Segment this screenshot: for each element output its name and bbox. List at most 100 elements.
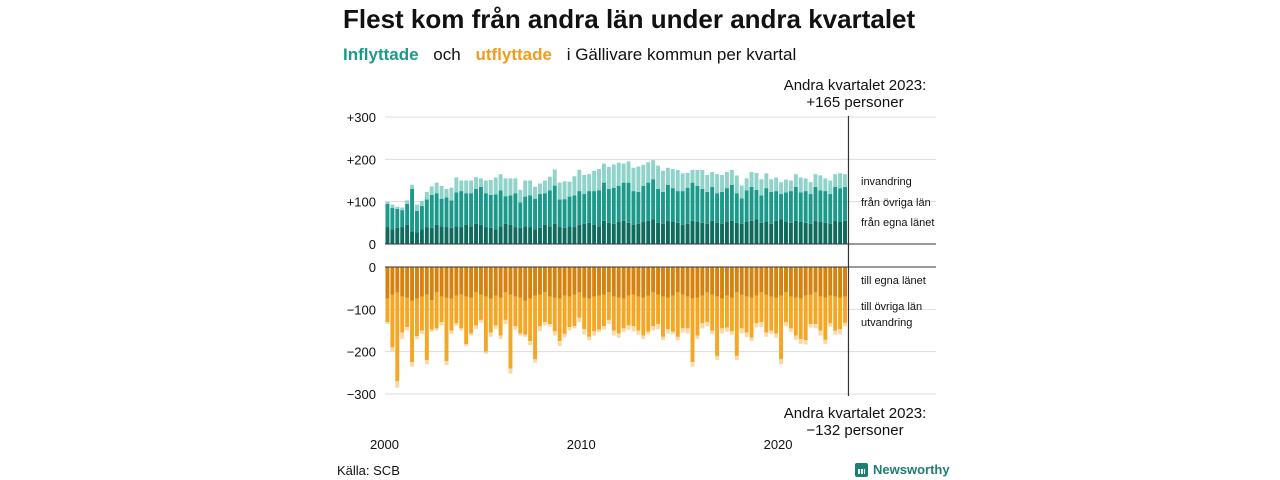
bar-in-abroad	[764, 173, 769, 189]
bar-in-own	[424, 227, 429, 244]
bar-out-abroad	[597, 329, 601, 333]
bar-in-abroad	[828, 180, 833, 195]
bar-out-other	[764, 294, 769, 333]
bar-out-abroad	[474, 325, 478, 329]
bar-in-own	[636, 223, 641, 244]
bar-in-own	[449, 227, 454, 244]
bar-in-own	[592, 224, 597, 244]
bar-in-abroad	[410, 184, 415, 189]
bar-out-abroad	[720, 328, 724, 334]
bar-out-own	[597, 267, 601, 296]
bar-in-other	[749, 186, 754, 221]
bar-in-own	[665, 220, 670, 244]
bar-in-other	[843, 186, 847, 221]
bar-out-own	[454, 267, 459, 296]
bar-in-own	[513, 227, 518, 244]
bar-out-other	[823, 297, 828, 340]
bar-in-abroad	[788, 180, 793, 192]
bar-in-abroad	[439, 186, 444, 199]
bar-in-other	[838, 188, 843, 222]
bar-in-abroad	[823, 178, 828, 192]
bar-in-own	[838, 221, 843, 244]
bar-out-other	[793, 297, 798, 336]
bar-out-own	[592, 267, 597, 297]
bar-in-other	[670, 188, 675, 222]
bar-in-abroad	[419, 200, 424, 206]
bar-out-own	[449, 267, 454, 299]
bar-in-other	[833, 186, 838, 221]
bar-out-other	[513, 296, 518, 327]
bar-out-abroad	[636, 330, 641, 335]
bar-in-abroad	[572, 176, 577, 196]
bar-out-own	[680, 267, 685, 295]
bar-in-own	[631, 224, 636, 244]
bar-in-own	[823, 222, 828, 244]
bar-in-other	[828, 194, 833, 224]
bar-in-abroad	[685, 172, 690, 188]
bar-in-abroad	[478, 178, 483, 187]
bar-in-other	[410, 188, 415, 232]
bar-in-abroad	[611, 164, 616, 188]
bar-in-abroad	[724, 172, 729, 189]
bar-out-other	[729, 297, 734, 332]
bar-in-other	[464, 193, 469, 225]
y-tick-label: 0	[369, 260, 376, 275]
bar-out-other	[439, 296, 444, 323]
bar-out-other	[424, 294, 429, 361]
annotation-bottom: Andra kvartalet 2023: −132 personer	[770, 405, 940, 439]
bar-out-other	[695, 297, 700, 336]
bar-in-other	[636, 191, 641, 224]
bar-in-own	[415, 232, 419, 244]
bar-out-own	[385, 267, 390, 299]
bar-in-abroad	[818, 175, 823, 191]
bar-in-other	[759, 195, 764, 223]
bar-in-other	[400, 210, 405, 228]
bar-in-abroad	[715, 174, 720, 194]
bar-out-other	[390, 294, 395, 348]
bar-in-own	[582, 223, 587, 244]
bar-out-abroad	[744, 332, 749, 337]
bar-in-abroad	[759, 179, 764, 196]
bar-out-own	[754, 267, 759, 296]
series-label-out-own: till egna länet	[861, 275, 926, 287]
bar-in-own	[808, 223, 813, 244]
bar-out-own	[508, 267, 513, 295]
bar-in-abroad	[424, 191, 429, 200]
bar-out-own	[779, 267, 784, 296]
bar-out-abroad	[803, 340, 808, 345]
bar-out-own	[464, 267, 469, 297]
bar-out-own	[798, 267, 803, 299]
bar-in-abroad	[459, 180, 464, 192]
bar-out-own	[769, 267, 774, 297]
subtitle-rest: i Gällivare kommun per kvartal	[566, 45, 797, 64]
bar-out-own	[523, 267, 528, 301]
bar-in-other	[788, 191, 793, 223]
bar-out-own	[611, 267, 616, 297]
subtitle-inflow: Inflyttade	[343, 45, 419, 64]
x-tick-label: 2010	[567, 437, 596, 452]
bar-in-other	[385, 203, 390, 228]
bar-in-own	[621, 220, 626, 244]
y-tick-label: 0	[369, 237, 376, 252]
bar-out-abroad	[562, 333, 567, 338]
bar-out-other	[478, 294, 483, 320]
bar-in-other	[528, 195, 533, 228]
bar-out-other	[410, 300, 415, 363]
bar-in-abroad	[405, 200, 410, 204]
bar-in-abroad	[503, 178, 508, 197]
bar-out-other	[734, 292, 739, 356]
series-label-out-abroad: utvandring	[861, 317, 912, 329]
bar-out-other	[459, 294, 464, 329]
bar-out-own	[695, 267, 700, 298]
bar-in-abroad	[567, 181, 572, 197]
bar-out-own	[444, 267, 449, 298]
bar-in-own	[429, 227, 434, 244]
bar-in-other	[680, 191, 685, 225]
bar-out-other	[508, 294, 513, 369]
bar-out-own	[478, 267, 483, 295]
bar-out-abroad	[734, 355, 739, 361]
bar-out-other	[621, 298, 626, 329]
bar-in-other	[700, 188, 705, 223]
bar-in-own	[700, 222, 705, 244]
